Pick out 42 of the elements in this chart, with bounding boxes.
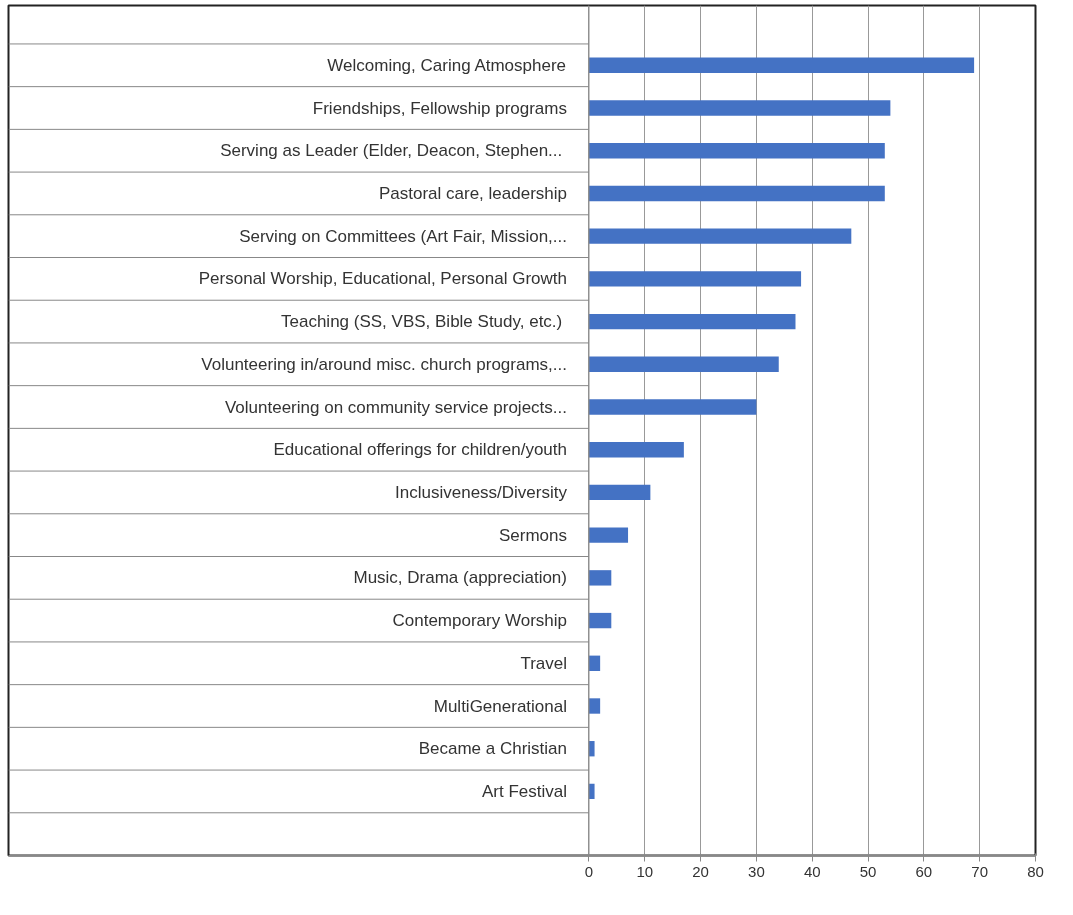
y-tick-label: Inclusiveness/Diversity (395, 482, 568, 502)
y-tick-label: Art Festival (481, 781, 567, 801)
bar (588, 185, 885, 202)
bar (588, 228, 852, 244)
x-tick-label: 60 (915, 862, 933, 880)
x-tick-label: 40 (803, 862, 821, 880)
bar (588, 57, 975, 73)
bar (588, 271, 802, 287)
y-tick-label: Educational offerings for children/youth (273, 440, 567, 460)
x-tick-label: 50 (859, 862, 877, 880)
y-tick-label: Sermons (498, 525, 567, 545)
y-tick-label: Music, Drama (appreciation) (353, 568, 567, 588)
y-tick-label: Welcoming, Caring Atmosphere (327, 55, 567, 75)
x-tick-label: 20 (692, 862, 709, 880)
y-tick-label: Friendships, Fellowship programs (312, 98, 567, 118)
y-tick-label: Serving on Committees (Art Fair, Mission,... (239, 226, 567, 246)
y-tick-label: Volunteering in/around misc. church programs,... (201, 354, 567, 374)
y-tick-label: Serving as Leader (Elder, Deacon, Stephen... (220, 141, 563, 161)
y-tick-label: Became a Christian (418, 739, 567, 759)
bar (588, 399, 757, 415)
bar (588, 143, 885, 159)
bar (588, 570, 612, 586)
x-tick-label: 0 (584, 862, 594, 880)
y-tick-label: Teaching (SS, VBS, Bible Study, etc.) (280, 312, 563, 332)
y-tick-label: Contemporary Worship (392, 611, 567, 631)
x-tick-label: 80 (1027, 862, 1044, 880)
bar (588, 356, 779, 372)
bar (588, 612, 612, 629)
y-tick-label: Pastoral care, leadership (378, 183, 567, 203)
x-tick-label: 70 (971, 862, 989, 880)
bar (588, 698, 601, 714)
y-tick-label: Personal Worship, Educational, Personal Growth (198, 269, 567, 289)
bar (588, 527, 629, 543)
bar (588, 484, 651, 501)
y-tick-label: Travel (520, 653, 567, 673)
bar (588, 442, 684, 458)
y-tick-label: MultiGenerational (433, 696, 567, 716)
y-tick-label: Volunteering on community service projects... (224, 397, 567, 417)
bar (588, 100, 891, 116)
bar (588, 313, 796, 330)
x-tick-label: 30 (748, 862, 765, 880)
x-tick-label: 10 (636, 862, 654, 880)
